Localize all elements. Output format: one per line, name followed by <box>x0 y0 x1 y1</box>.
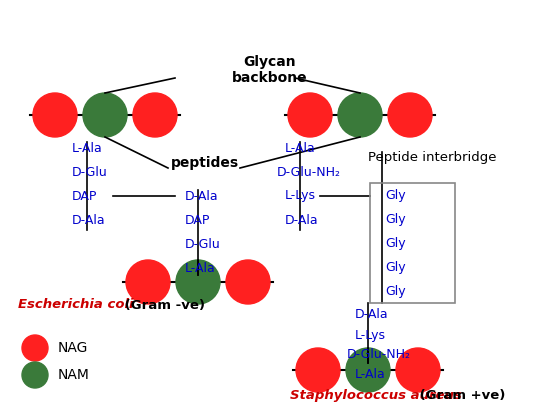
Circle shape <box>33 93 77 137</box>
Text: D-Ala: D-Ala <box>285 214 318 226</box>
Circle shape <box>22 362 48 388</box>
Circle shape <box>22 335 48 361</box>
Circle shape <box>126 260 170 304</box>
Text: L-Lys: L-Lys <box>355 328 386 342</box>
Text: Peptide interbridge: Peptide interbridge <box>368 152 497 164</box>
Text: L-Ala: L-Ala <box>72 142 103 154</box>
Text: L-Ala: L-Ala <box>285 142 316 154</box>
Circle shape <box>296 348 340 392</box>
Circle shape <box>388 93 432 137</box>
Circle shape <box>226 260 270 304</box>
Circle shape <box>83 93 127 137</box>
Circle shape <box>133 93 177 137</box>
Circle shape <box>346 348 390 392</box>
Text: NAG: NAG <box>58 341 89 355</box>
Text: Gly: Gly <box>385 214 406 226</box>
Text: (Gram +ve): (Gram +ve) <box>415 389 505 401</box>
Text: Gly: Gly <box>385 285 406 299</box>
Text: Escherichia coli: Escherichia coli <box>18 299 134 311</box>
Text: Gly: Gly <box>385 190 406 202</box>
Circle shape <box>176 260 220 304</box>
Text: D-Glu: D-Glu <box>185 237 221 251</box>
Bar <box>370 183 455 303</box>
Text: (Gram -ve): (Gram -ve) <box>120 299 205 311</box>
Circle shape <box>338 93 382 137</box>
Text: Glycan
backbone: Glycan backbone <box>232 55 308 85</box>
Text: D-Glu-NH₂: D-Glu-NH₂ <box>347 349 411 361</box>
Text: Staphylococcus aureus: Staphylococcus aureus <box>290 389 462 401</box>
Text: L-Lys: L-Lys <box>285 190 316 202</box>
Text: NAM: NAM <box>58 368 90 382</box>
Circle shape <box>396 348 440 392</box>
Text: Gly: Gly <box>385 237 406 251</box>
Text: DAP: DAP <box>72 190 97 202</box>
Text: D-Ala: D-Ala <box>185 190 219 202</box>
Text: DAP: DAP <box>185 214 210 226</box>
Text: peptides: peptides <box>171 156 239 170</box>
Circle shape <box>288 93 332 137</box>
Text: D-Ala: D-Ala <box>355 309 389 321</box>
Text: D-Glu: D-Glu <box>72 166 108 178</box>
Text: D-Ala: D-Ala <box>72 214 106 226</box>
Text: L-Ala: L-Ala <box>185 261 216 275</box>
Text: D-Glu-NH₂: D-Glu-NH₂ <box>277 166 341 178</box>
Text: Gly: Gly <box>385 261 406 275</box>
Text: L-Ala: L-Ala <box>355 368 386 382</box>
